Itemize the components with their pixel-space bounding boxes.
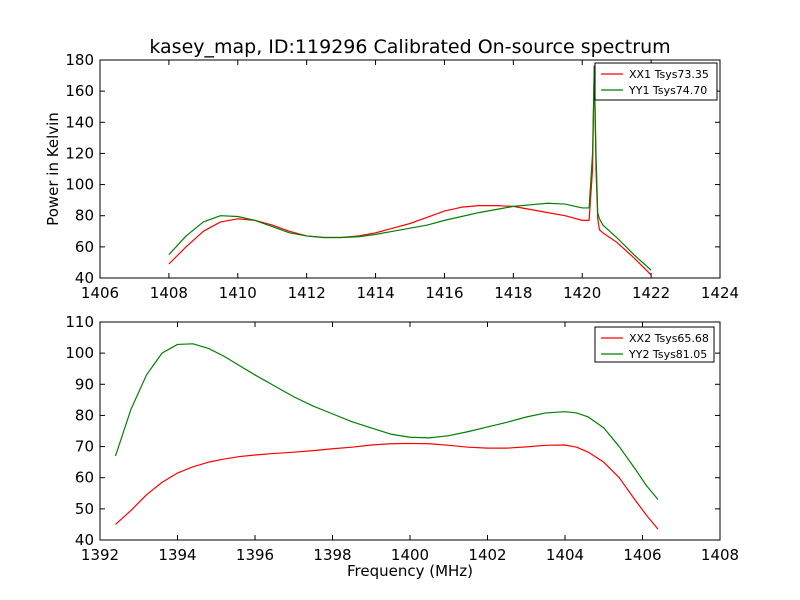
x-tick-label: 1424 [701, 284, 739, 302]
legend-label: YY1 Tsys74.70 [628, 84, 707, 97]
x-tick-label: 1404 [546, 546, 584, 564]
y-tick-label: 60 [75, 469, 94, 487]
x-tick-label: 1410 [219, 284, 257, 302]
legend-box [594, 326, 715, 363]
chart-title: kasey_map, ID:119296 Calibrated On-sourc… [149, 36, 670, 58]
x-tick-label: 1406 [623, 546, 661, 564]
x-tick-label: 1398 [313, 546, 351, 564]
legend-label: YY2 Tsys81.05 [628, 348, 707, 361]
y-tick-label: 80 [75, 406, 94, 424]
subplot-2: 1392 1394 1396 1398 1400 1402 1404 1406 1408 40 50… [65, 313, 739, 580]
y-tick-label: 140 [65, 113, 94, 131]
subplots: 1406 1408 1410 1412 1414 1416 1418 1420 1422 1424… [44, 51, 739, 580]
legend: XX1 Tsys73.35 YY1 Tsys74.70 [594, 62, 718, 101]
legend-label: XX1 Tsys73.35 [629, 68, 709, 81]
x-tick-label: 1422 [632, 284, 670, 302]
series-line-yy1 [168, 65, 652, 271]
y-tick-label: 120 [65, 144, 94, 162]
y-tick-label: 50 [75, 500, 94, 518]
x-tick-label: 1414 [356, 284, 394, 302]
x-tick-label: 1408 [150, 284, 188, 302]
x-tick-label: 1412 [288, 284, 326, 302]
y-tick-label: 180 [65, 51, 94, 69]
y-tick-label: 80 [75, 207, 94, 225]
x-tick-label: 1416 [425, 284, 463, 302]
subplot-1: 1406 1408 1410 1412 1414 1416 1418 1420 1422 1424… [44, 51, 739, 302]
x-tick-label: 1400 [391, 546, 429, 564]
axes-frame [99, 59, 721, 279]
x-tick-label: 1402 [468, 546, 506, 564]
series-line-yy2 [114, 343, 659, 500]
series-line-xx2 [115, 442, 659, 530]
x-tick-label: 1408 [701, 546, 739, 564]
x-tick-label: 1418 [494, 284, 532, 302]
y-tick-label: 160 [65, 82, 94, 100]
y-tick-label: 70 [75, 438, 94, 456]
legend-box [594, 62, 718, 101]
x-tick-label: 1420 [563, 284, 601, 302]
y-tick-label: 40 [75, 269, 94, 287]
y-tick-label: 100 [65, 344, 94, 362]
y-tick-label: 100 [65, 176, 94, 194]
legend: XX2 Tsys65.68 YY2 Tsys81.05 [594, 326, 715, 363]
y-tick-label: 90 [75, 375, 94, 393]
x-tick-label: 1396 [236, 546, 274, 564]
legend-label: XX2 Tsys65.68 [629, 332, 709, 345]
x-tick-label: 1406 [81, 284, 119, 302]
y-tick-label: 60 [75, 238, 94, 256]
x-axis-label: Frequency (MHz) [347, 562, 473, 580]
y-tick-label: 40 [75, 531, 94, 549]
x-tick-label: 1392 [81, 546, 119, 564]
y-tick-label: 110 [65, 313, 94, 331]
x-tick-label: 1394 [158, 546, 196, 564]
y-axis-label: Power in Kelvin [44, 112, 62, 226]
